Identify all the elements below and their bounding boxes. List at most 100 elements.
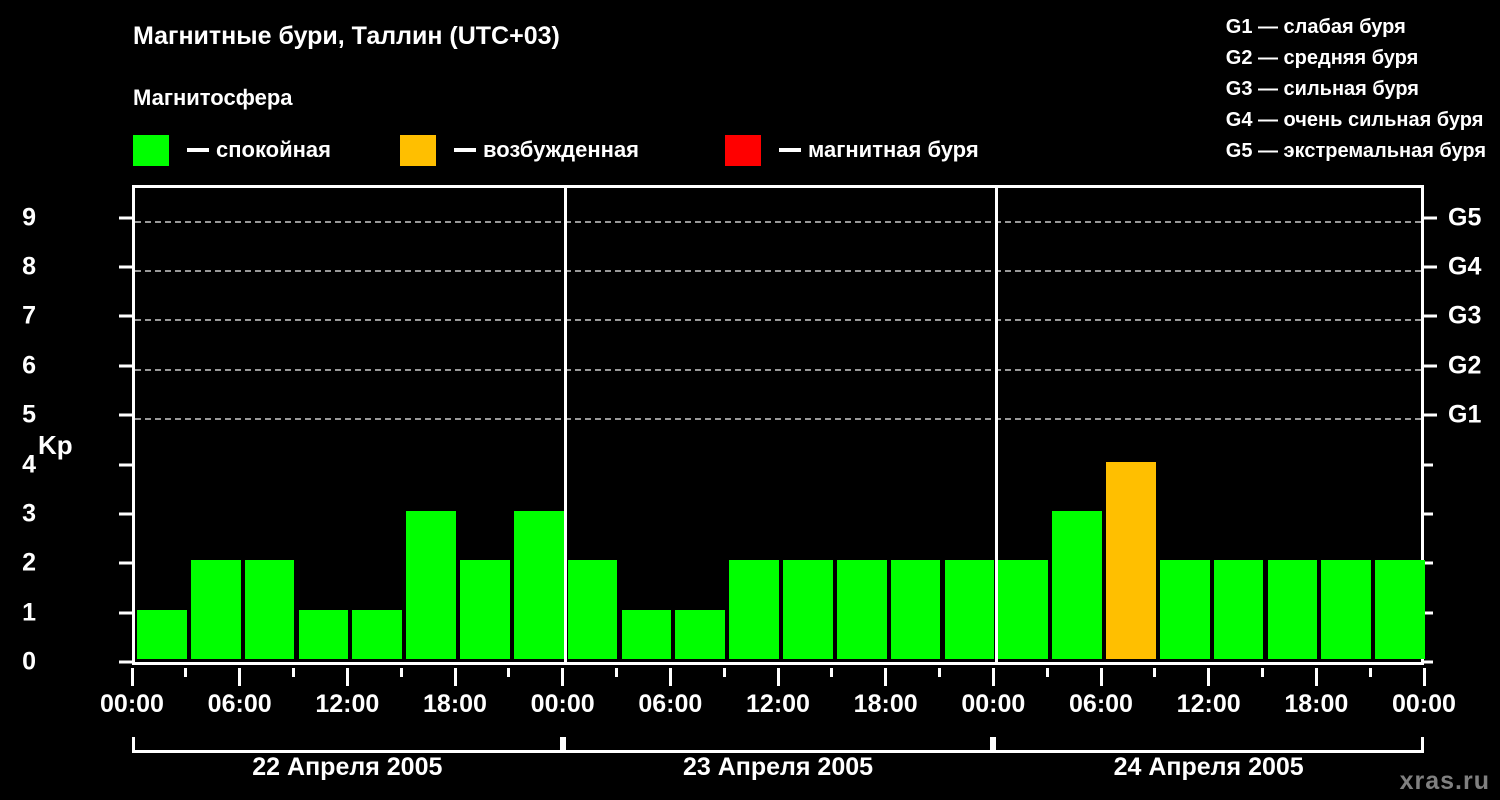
x-tick-mark	[1422, 668, 1426, 686]
gscale-line-g1: G1 — слабая буря	[1225, 16, 1406, 38]
bar	[137, 609, 187, 659]
y-tick-label-0: 0	[22, 647, 36, 676]
gridline-kp-8	[135, 270, 1421, 272]
right-tick-mark-kp-1	[1424, 611, 1433, 615]
x-tick-label: 00:00	[530, 690, 595, 718]
y-tick-label-1: 1	[22, 598, 36, 627]
x-tick-label: 18:00	[853, 690, 918, 718]
bar	[729, 560, 779, 659]
legend-dash-icon	[187, 148, 209, 152]
gridline-kp-6	[135, 368, 1421, 371]
day-separator	[994, 188, 998, 662]
right-tick-mark-kp-3	[1424, 512, 1433, 516]
legend-dash-icon	[454, 148, 476, 152]
x-tick-label: 00:00	[1392, 690, 1456, 718]
x-tick-mark	[1045, 668, 1049, 677]
x-tick-mark	[453, 668, 457, 686]
y-tick-mark-9	[119, 216, 132, 220]
bar	[1159, 560, 1210, 659]
x-tick-label: 00:00	[961, 690, 1026, 718]
g-tick-mark-g3	[1424, 314, 1437, 318]
x-tick-mark	[722, 668, 726, 677]
x-tick-mark	[238, 668, 242, 686]
x-tick-label: 12:00	[1176, 690, 1241, 718]
x-tick-mark	[1368, 668, 1372, 677]
x-tick-mark	[292, 668, 295, 677]
day-label: 22 Апреля 2005	[252, 753, 443, 781]
legend-label-storm: магнитная буря	[808, 137, 979, 162]
day-separator	[564, 188, 568, 662]
bar	[1052, 510, 1102, 659]
bar	[567, 560, 618, 659]
y-tick-mark-4	[119, 463, 132, 466]
x-tick-mark	[1314, 668, 1318, 686]
bar	[1213, 560, 1264, 659]
x-tick-mark	[938, 668, 941, 677]
y-tick-label-3: 3	[22, 499, 36, 528]
g-tick-label-g2: G2	[1448, 351, 1482, 380]
y-tick-mark-5	[119, 413, 132, 417]
legend-swatch-storm	[725, 134, 761, 166]
right-tick-mark-kp-0	[1424, 660, 1433, 664]
page-title: Магнитные бури, Таллин (UTC+03)	[133, 22, 560, 50]
day-bracket	[562, 737, 994, 753]
x-tick-mark	[615, 668, 618, 677]
legend-swatch-disturbed	[400, 134, 436, 166]
x-tick-mark	[776, 668, 780, 686]
bar	[998, 560, 1049, 659]
plot-area	[132, 185, 1425, 665]
g-tick-label-g3: G3	[1448, 301, 1482, 330]
bar	[1267, 560, 1318, 659]
chart-subtitle: Магнитосфера	[133, 85, 293, 110]
bar	[1321, 560, 1372, 659]
y-tick-mark-1	[119, 611, 132, 615]
x-tick-mark	[991, 668, 995, 686]
gscale-line-g2: G2 — средняя буря	[1225, 47, 1419, 69]
y-tick-label-4: 4	[22, 450, 36, 478]
g-tick-mark-g2	[1424, 364, 1437, 368]
color-legend: спокойная возбужденная магнитная буря	[133, 132, 1053, 168]
x-tick-mark	[668, 668, 672, 686]
g-tick-label-g4: G4	[1448, 252, 1482, 281]
y-tick-mark-7	[119, 314, 132, 318]
legend-item-storm: магнитная буря	[725, 132, 979, 168]
gridline-kp-7	[135, 319, 1421, 322]
gscale-line-g5: G5 — экстремальная буря	[1225, 140, 1486, 162]
x-tick-mark	[1207, 668, 1211, 686]
x-tick-mark	[184, 668, 188, 677]
g-scale-legend: G1 — слабая буря G2 — средняя буря G3 — си…	[1226, 12, 1486, 167]
y-tick-label-6: 6	[22, 351, 36, 380]
g-tick-mark-g4	[1424, 265, 1437, 269]
bar	[836, 560, 887, 659]
day-bracket	[132, 737, 563, 753]
legend-item-disturbed: возбужденная	[400, 132, 639, 168]
g-tick-mark-g5	[1424, 216, 1437, 220]
g-tick-label-g5: G5	[1448, 203, 1482, 232]
x-tick-mark	[884, 668, 888, 686]
x-tick-mark	[561, 668, 565, 686]
day-bracket	[993, 737, 1424, 753]
x-tick-mark	[1261, 668, 1264, 677]
bar	[621, 609, 672, 659]
y-tick-label-5: 5	[22, 400, 36, 429]
x-tick-label: 12:00	[746, 690, 810, 718]
y-tick-label-9: 9	[22, 203, 36, 232]
legend-dash-icon	[779, 148, 801, 152]
x-tick-mark	[1153, 668, 1157, 677]
y-tick-mark-3	[119, 512, 132, 516]
y-tick-label-2: 2	[22, 548, 36, 577]
y-tick-mark-2	[119, 561, 132, 565]
gridline-kp-9	[135, 220, 1421, 223]
g-tick-mark-g1	[1424, 413, 1437, 417]
g-tick-label-g1: G1	[1448, 400, 1482, 429]
x-tick-label: 06:00	[638, 690, 703, 718]
bar	[513, 510, 564, 659]
x-tick-mark	[345, 668, 349, 686]
gridline-kp-5	[135, 418, 1421, 421]
gscale-line-g3: G3 — сильная буря	[1225, 78, 1419, 100]
legend-label-calm: спокойная	[216, 137, 332, 162]
legend-label-disturbed: возбужденная	[483, 137, 640, 162]
watermark: xras.ru	[1399, 767, 1490, 795]
x-tick-mark	[830, 668, 834, 677]
y-tick-mark-8	[119, 265, 132, 269]
